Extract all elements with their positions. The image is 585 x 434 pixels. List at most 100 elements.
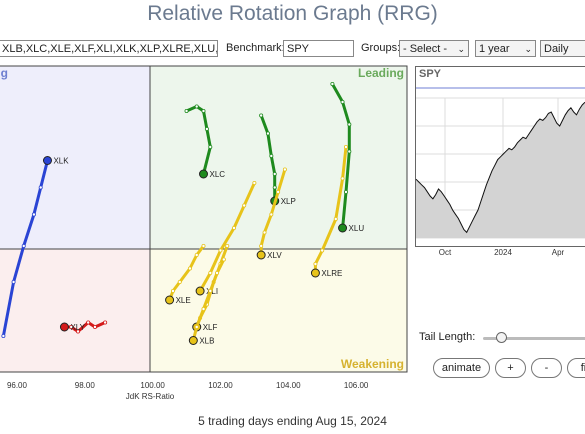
series-head-xlv[interactable] — [256, 250, 266, 260]
series-head-xlre[interactable] — [310, 268, 320, 278]
groups-select-value: - Select - — [403, 43, 448, 55]
series-point — [201, 243, 206, 248]
series-tail-xlk — [1, 159, 49, 338]
series-point — [272, 171, 277, 176]
series-point — [225, 243, 230, 248]
spy-line — [415, 101, 585, 234]
series-label-xlc: XLC — [210, 170, 226, 179]
series-head-xly[interactable] — [59, 322, 69, 332]
frequency-select[interactable]: Daily — [540, 40, 585, 57]
series-point — [259, 243, 264, 248]
zoom-out-button[interactable]: - — [531, 358, 562, 378]
series-label-xle: XLE — [176, 296, 191, 305]
quadrant-label-leading: Leading — [358, 66, 404, 80]
chevron-down-icon: ⌄ — [524, 44, 532, 54]
series-point — [347, 122, 352, 127]
series-point — [76, 329, 81, 334]
toolbar: XLB,XLC,XLE,XLF,XLI,XLK,XLP,XLRE,XLU,XLV… — [0, 40, 585, 58]
tail-length-label: Tail Length: — [419, 331, 476, 343]
series-point — [340, 176, 345, 181]
series-point — [201, 306, 206, 311]
series-tail-xli — [198, 181, 256, 293]
rrg-chart[interactable]: Improving Leading Weakening 96.00 98.00 10… — [0, 0, 585, 410]
x-tick-label: 98.00 — [75, 381, 96, 390]
series-label-xlb: XLB — [199, 337, 214, 346]
tail-length-slider-handle[interactable] — [496, 332, 507, 343]
series-label-xlk: XLK — [53, 157, 69, 166]
series-point — [282, 167, 287, 172]
symbols-input[interactable]: XLB,XLC,XLE,XLF,XLI,XLK,XLP,XLRE,XLU,XLV… — [0, 40, 218, 57]
quadrant-lagging — [0, 249, 150, 372]
series-head-xlk[interactable] — [42, 156, 52, 165]
series-point — [343, 144, 348, 149]
series-point — [330, 82, 335, 87]
quadrant-improving — [0, 66, 150, 249]
benchmark-input[interactable]: SPY — [283, 40, 354, 57]
animate-button[interactable]: animate — [433, 358, 490, 378]
frequency-select-value: Daily — [544, 43, 569, 55]
spy-area — [416, 102, 585, 238]
series-point — [232, 225, 237, 230]
series-point — [184, 109, 189, 114]
series-label-xlu: XLU — [349, 224, 365, 233]
x-tick-label: 96.00 — [7, 381, 28, 390]
series-head-xle[interactable] — [165, 295, 175, 305]
series-point — [204, 127, 209, 132]
footer-caption: 5 trading days ending Aug 15, 2024 — [198, 414, 387, 428]
series-point — [252, 180, 257, 185]
groups-label: Groups: — [361, 42, 401, 54]
series-label-xlp: XLP — [281, 197, 296, 206]
zoom-in-button[interactable]: + — [495, 358, 526, 378]
x-tick-label: 100.00 — [140, 381, 165, 390]
series-point — [1, 333, 6, 338]
series-label-xlf: XLF — [203, 323, 218, 332]
series-point — [201, 109, 206, 114]
benchmark-label: Benchmark: — [226, 42, 285, 54]
spy-title: SPY — [419, 68, 442, 80]
series-point — [347, 149, 352, 154]
period-select-value: 1 year — [479, 43, 510, 55]
tail-length-slider[interactable] — [483, 337, 585, 340]
series-point — [333, 216, 338, 221]
series-point — [208, 288, 213, 293]
series-head-xlb[interactable] — [188, 336, 198, 345]
series-label-xlre: XLRE — [321, 269, 342, 278]
groups-select[interactable]: - Select - ⌄ — [399, 40, 469, 57]
series-point — [208, 270, 213, 275]
series-point — [208, 144, 213, 149]
series-point — [194, 324, 199, 329]
series-head-xli[interactable] — [195, 286, 205, 296]
spy-x-ticks: Oct 2024 Apr — [439, 248, 565, 257]
series-point — [272, 185, 277, 190]
x-tick-label: 102.00 — [208, 381, 233, 390]
quadrant-weakening — [150, 249, 407, 372]
series-point — [320, 248, 325, 253]
series-point — [170, 288, 175, 293]
series-point — [92, 324, 97, 329]
series-point — [218, 248, 223, 253]
series-point — [38, 185, 43, 190]
fit-button[interactable]: fit — [567, 358, 585, 378]
spy-x-tick-label: Apr — [552, 248, 565, 257]
series-point — [262, 230, 267, 235]
quadrant-label-weakening: Weakening — [341, 357, 404, 371]
quadrant-leading — [150, 66, 407, 249]
period-select[interactable]: 1 year ⌄ — [475, 40, 536, 57]
series-head-xlc[interactable] — [199, 169, 208, 179]
series-tail-xlu — [330, 82, 351, 230]
x-axis-label: JdK RS-Ratio — [126, 392, 175, 401]
series-point — [269, 212, 274, 217]
series-point — [194, 252, 199, 257]
series-point — [86, 320, 91, 325]
rrg-series: XLKXLYXLCXLPXLUXLVXLREXLIXLEXLFXLB — [1, 82, 365, 346]
series-point — [276, 189, 281, 194]
series-point — [21, 243, 26, 248]
x-tick-label: 104.00 — [276, 381, 301, 390]
series-point — [313, 261, 318, 266]
series-label-xly: XLY — [70, 323, 85, 332]
series-head-xlu[interactable] — [338, 223, 348, 233]
series-tail-xlb — [191, 258, 226, 342]
spy-x-tick-label: 2024 — [494, 248, 512, 257]
series-point — [343, 189, 348, 194]
series-point — [242, 203, 247, 208]
